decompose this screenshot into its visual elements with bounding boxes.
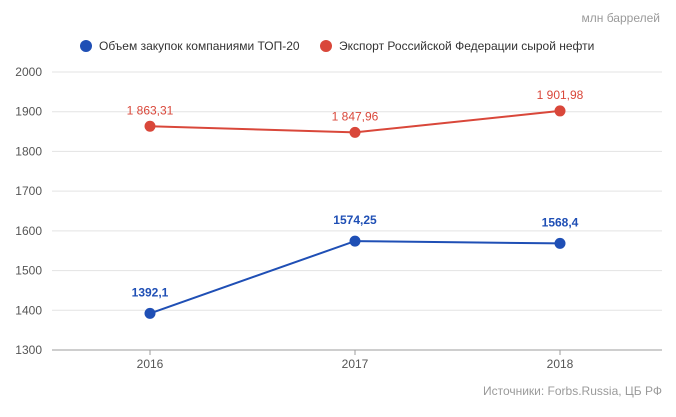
y-tick-label: 1800 [15, 144, 42, 158]
data-label: 1 863,31 [127, 103, 174, 117]
series-line [149, 240, 561, 315]
data-label: 1392,1 [132, 285, 169, 299]
y-tick-label: 1500 [15, 264, 42, 278]
legend-label-purchases: Объем закупок компаниями ТОП-20 [99, 39, 300, 53]
data-point[interactable] [554, 105, 566, 117]
y-axis: 1300 1400 1500 1600 1700 1800 1900 2000 [15, 65, 42, 357]
data-labels: 1392,1 1574,25 1568,4 1 863,31 1 847,96 1 901… [127, 88, 584, 299]
y-tick-label: 1300 [15, 343, 42, 357]
y-tick-label: 1900 [15, 105, 42, 119]
data-label: 1574,25 [333, 213, 377, 227]
y-tick-label: 1600 [15, 224, 42, 238]
series-group [144, 105, 566, 319]
data-point[interactable] [144, 307, 156, 319]
data-label: 1568,4 [542, 215, 579, 229]
y-tick-label: 1400 [15, 303, 42, 317]
data-point[interactable] [554, 237, 566, 249]
legend-marker-exports [320, 40, 332, 52]
legend-item-exports[interactable]: Экспорт Российской Федерации сырой нефти [320, 39, 594, 53]
data-label: 1 847,96 [332, 109, 379, 123]
data-point[interactable] [144, 120, 156, 132]
data-point[interactable] [349, 235, 361, 247]
x-tick-label: 2016 [137, 357, 164, 371]
unit-label: млн баррелей [582, 11, 661, 25]
x-axis: 2016 2017 2018 [137, 350, 574, 371]
data-point[interactable] [349, 126, 361, 138]
y-tick-label: 1700 [15, 184, 42, 198]
x-tick-label: 2017 [342, 357, 369, 371]
data-label: 1 901,98 [537, 88, 584, 102]
x-tick-label: 2018 [547, 357, 574, 371]
legend-marker-purchases [80, 40, 92, 52]
y-tick-label: 2000 [15, 65, 42, 79]
legend-label-exports: Экспорт Российской Федерации сырой нефти [339, 39, 594, 53]
source-note: Источники: Forbs.Russia, ЦБ РФ [483, 384, 662, 398]
legend: Объем закупок компаниями ТОП-20 Экспорт … [80, 39, 594, 53]
legend-item-purchases[interactable]: Объем закупок компаниями ТОП-20 [80, 39, 300, 53]
